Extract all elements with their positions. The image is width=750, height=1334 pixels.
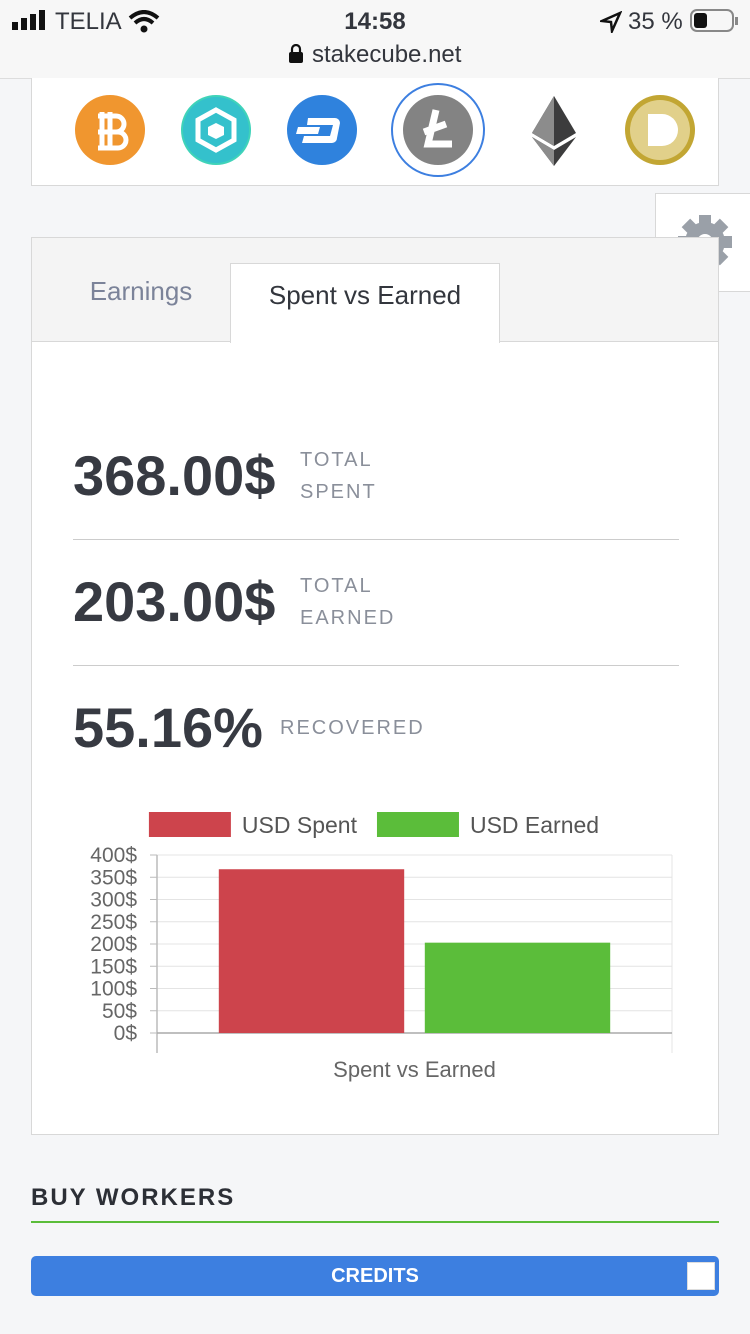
y-tick-label: 0$ [114, 1022, 138, 1045]
y-tick-label: 250$ [90, 911, 137, 934]
coin-scc[interactable] [181, 95, 251, 165]
y-tick-label: 200$ [90, 933, 137, 956]
carrier: TELIA [55, 8, 122, 35]
bar [424, 942, 611, 1033]
stat-value: 55.16% [73, 696, 263, 759]
chart: 0$50$100$150$200$250$300$350$400$ Spent v… [90, 812, 673, 1082]
section-title: BUY WORKERS [31, 1184, 236, 1211]
location-icon [600, 11, 622, 33]
coin-btc[interactable] [75, 95, 145, 165]
y-tick-label: 100$ [90, 978, 137, 1001]
url[interactable]: stakecube.net [312, 41, 462, 68]
tab-active[interactable]: Spent vs Earned [230, 263, 500, 343]
legend-swatch [148, 812, 231, 837]
divider [73, 665, 679, 666]
button-label: CREDITS [331, 1265, 419, 1287]
battery-icon [690, 9, 738, 32]
coin-dash[interactable] [287, 95, 357, 165]
wifi-icon [128, 10, 160, 33]
coin-ltc[interactable] [391, 83, 485, 177]
legend-label: USD Earned [470, 812, 599, 838]
stat-value: 203.00$ [73, 570, 276, 633]
divider [73, 539, 679, 540]
coin-selector [31, 78, 719, 186]
stat-label: TOTAL EARNED [300, 575, 396, 629]
lock-icon [289, 44, 303, 63]
section-underline [31, 1221, 719, 1223]
stat-label: TOTAL SPENT [300, 449, 377, 503]
checkbox[interactable] [687, 1262, 715, 1290]
stat-label: RECOVERED [280, 717, 425, 739]
y-tick-label: 50$ [102, 1000, 137, 1023]
coin-icons [75, 83, 695, 177]
y-tick-label: 300$ [90, 889, 137, 912]
y-tick-label: 350$ [90, 866, 137, 889]
legend-swatch [376, 812, 459, 837]
status-bar: TELIA 14:58 35 % stakecube.net [0, 0, 750, 79]
clock: 14:58 [344, 8, 406, 35]
y-tick-label: 400$ [90, 844, 137, 867]
x-tick-label: Spent vs Earned [333, 1057, 496, 1082]
tab[interactable]: Earnings [89, 276, 193, 306]
coin-eth[interactable] [532, 96, 576, 166]
bar [218, 869, 405, 1033]
stat-value: 368.00$ [73, 444, 276, 507]
battery-level: 35 % [628, 8, 683, 35]
coin-doge[interactable] [625, 95, 695, 165]
legend-label: USD Spent [242, 812, 358, 838]
y-tick-label: 150$ [90, 955, 137, 978]
signal-icon [12, 10, 45, 30]
credits-button[interactable]: CREDITS [31, 1256, 719, 1296]
